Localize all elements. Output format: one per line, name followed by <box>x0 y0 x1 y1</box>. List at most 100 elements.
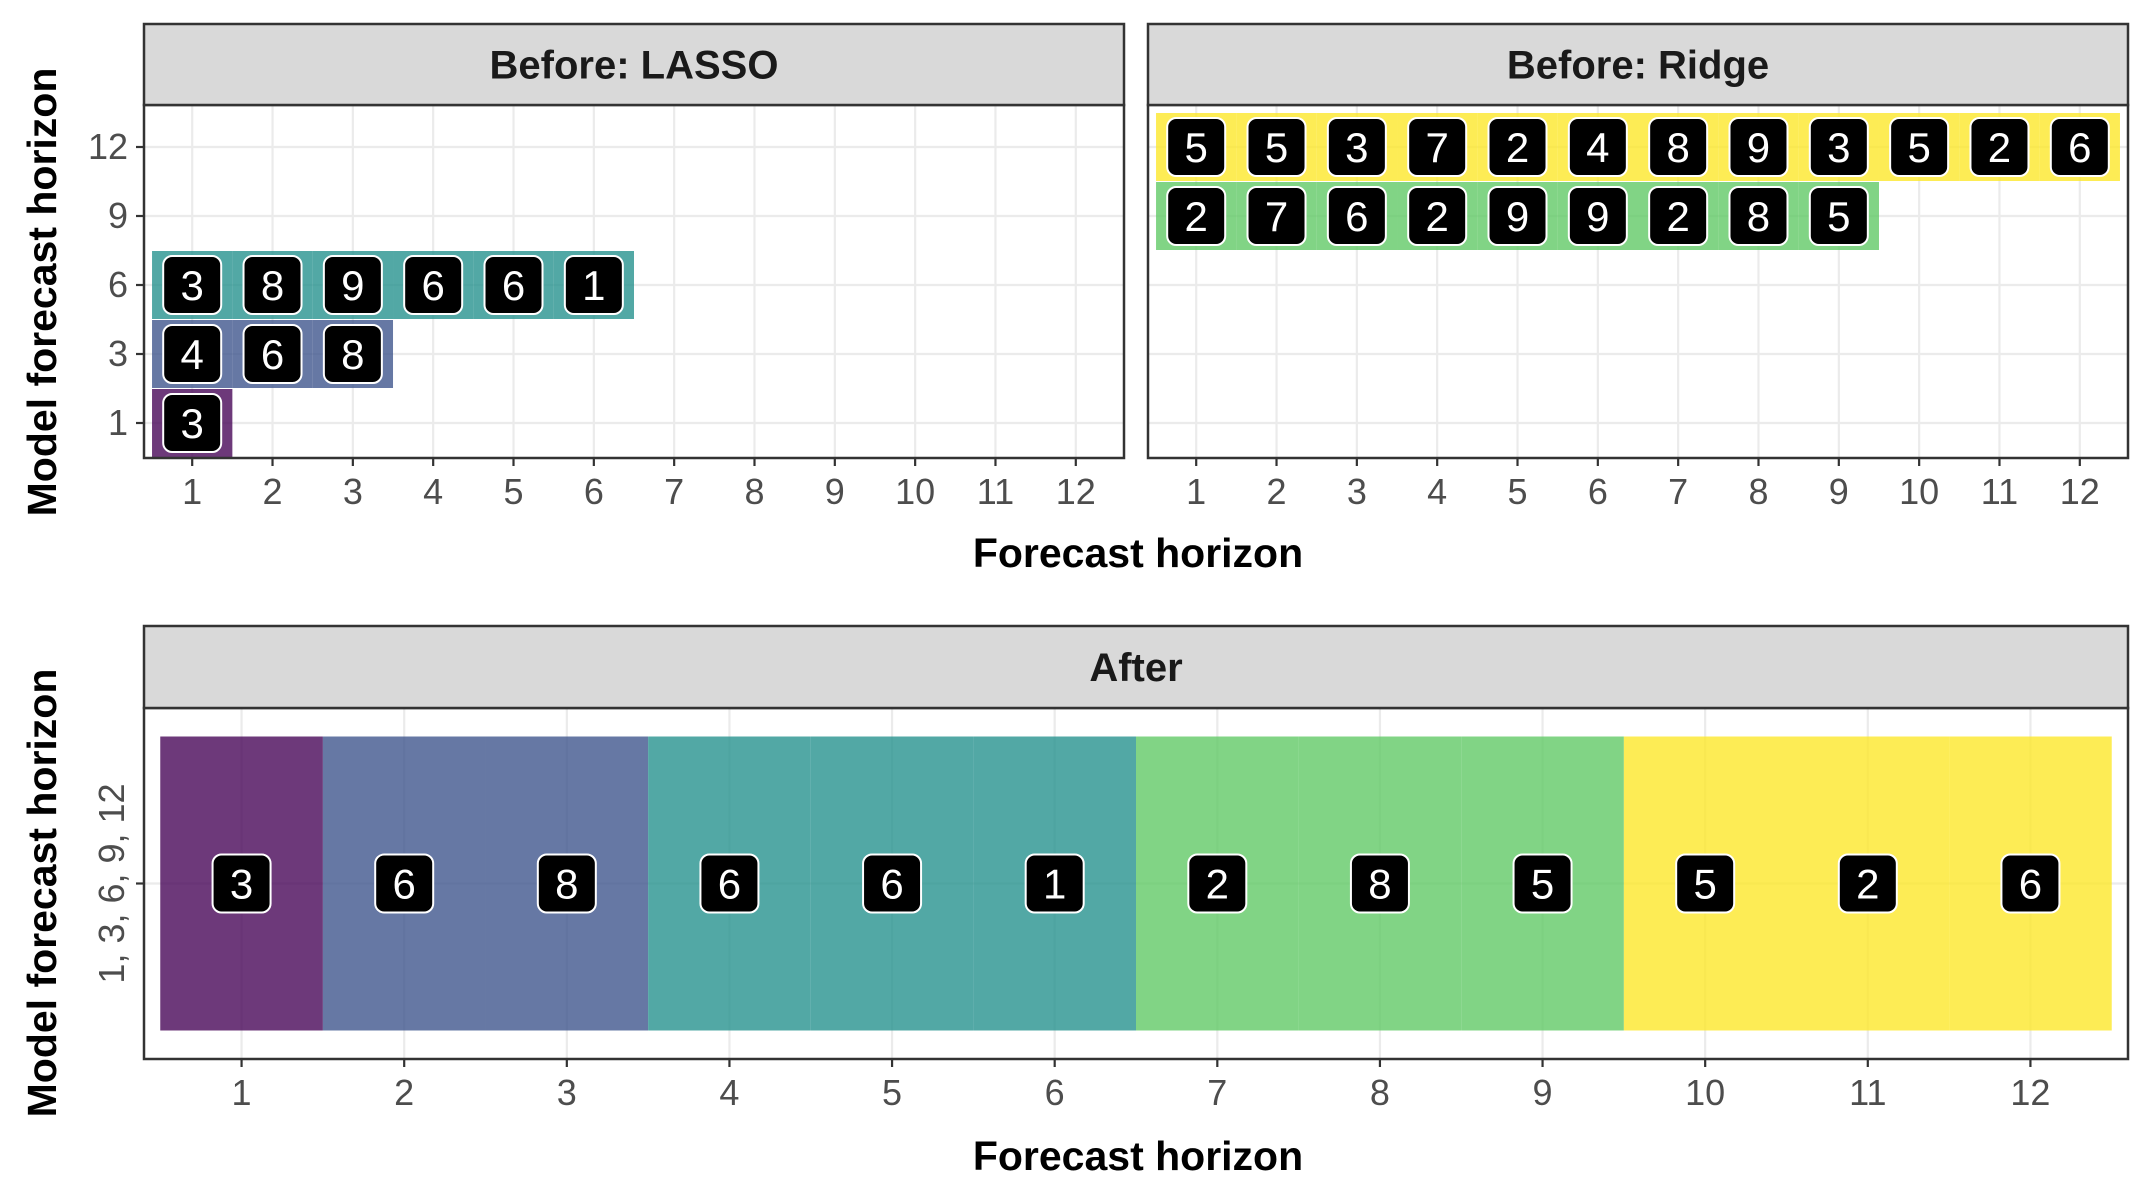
x-tick-label: 2 <box>394 1072 414 1113</box>
tile-value-label: 5 <box>1166 117 1227 177</box>
x-tick-label: 10 <box>1899 471 1939 512</box>
tile-value-label: 6 <box>403 255 464 315</box>
x-tick-label: 2 <box>263 471 283 512</box>
cell-label-text: 3 <box>1345 124 1368 171</box>
x-tick-label: 11 <box>1981 471 2018 512</box>
cell-label-text: 8 <box>261 262 284 309</box>
tile-value-label: 1 <box>1024 853 1085 914</box>
cell-label-text: 8 <box>555 861 578 908</box>
tile-value-label: 8 <box>1648 117 1709 177</box>
cell-label-box <box>1407 186 1468 246</box>
cell-label-text: 3 <box>1827 124 1850 171</box>
cell-label-text: 8 <box>1666 124 1689 171</box>
x-tick-label: 7 <box>664 471 684 512</box>
cell-label-box <box>1187 853 1248 914</box>
cell-label-text: 3 <box>181 400 204 447</box>
cell-label-box <box>403 255 464 315</box>
tile-value-label: 2 <box>1166 186 1227 246</box>
cell-label-box <box>1326 186 1387 246</box>
cell-label-box <box>862 853 923 914</box>
cell-label-box <box>1567 117 1628 177</box>
x-tick-label: 5 <box>1507 471 1527 512</box>
cell-label-box <box>1648 186 1709 246</box>
tile-value-label: 9 <box>322 255 383 315</box>
tile-value-label: 5 <box>1889 117 1950 177</box>
cell-label-text: 5 <box>1907 124 1930 171</box>
y-tick-label: 6 <box>108 264 128 305</box>
cell-label-text: 9 <box>1506 193 1529 240</box>
cell-label-box <box>1166 117 1227 177</box>
tile-value-label: 6 <box>2049 117 2110 177</box>
x-tick-label: 3 <box>557 1072 577 1113</box>
cell-label-box <box>211 853 272 914</box>
cell-label-box <box>1728 117 1789 177</box>
cell-label-box <box>1889 117 1950 177</box>
cell-label-text: 2 <box>1185 193 1208 240</box>
facet-strip <box>142 22 1126 107</box>
cell-label-text: 3 <box>230 861 253 908</box>
cell-label-box <box>1675 853 1736 914</box>
x-tick-label: 1 <box>232 1072 252 1113</box>
x-tick-label: 6 <box>1045 1072 1065 1113</box>
facet-title: After <box>1089 646 1182 690</box>
cell-label-text: 8 <box>1368 861 1391 908</box>
cell-label-text: 9 <box>1747 124 1770 171</box>
cell-label-text: 6 <box>393 861 416 908</box>
tile-value-label: 2 <box>1969 117 2030 177</box>
facet-title: Before: LASSO <box>490 44 779 88</box>
y-axis-title-bottom: Model forecast horizon <box>19 669 65 1118</box>
y-tick-label: 12 <box>88 126 128 167</box>
cell-label-box <box>322 255 383 315</box>
x-tick-label: 10 <box>1685 1072 1725 1113</box>
x-tick-label: 6 <box>584 471 604 512</box>
tile-value-label: 2 <box>1837 853 1898 914</box>
tile-value-label: 9 <box>1567 186 1628 246</box>
tile-value-label: 8 <box>322 324 383 384</box>
x-tick-label: 4 <box>719 1072 739 1113</box>
cell-label-text: 2 <box>1206 861 1229 908</box>
tile-value-label: 4 <box>162 324 223 384</box>
cell-label-text: 5 <box>1531 861 1554 908</box>
cell-label-box <box>563 255 624 315</box>
x-tick-label: 12 <box>2010 1072 2050 1113</box>
tile-value-label: 3 <box>211 853 272 914</box>
cell-label-box <box>374 853 435 914</box>
x-tick-label: 8 <box>1370 1072 1390 1113</box>
cell-label-box <box>2049 117 2110 177</box>
tile-value-label: 7 <box>1246 186 1307 246</box>
tile-value-label: 2 <box>1187 853 1248 914</box>
cell-label-box <box>1648 117 1709 177</box>
cell-label-box <box>242 324 303 384</box>
y-tick-label: 1, 3, 6, 9, 12 <box>91 783 132 983</box>
cell-label-box <box>1487 186 1548 246</box>
cell-label-text: 2 <box>1506 124 1529 171</box>
cell-label-box <box>1567 186 1628 246</box>
cell-label-box <box>242 255 303 315</box>
cell-label-text: 5 <box>1185 124 1208 171</box>
tile-value-label: 6 <box>483 255 544 315</box>
cell-label-box <box>162 255 223 315</box>
x-tick-label: 1 <box>1186 471 1206 512</box>
cell-label-text: 2 <box>1856 861 1879 908</box>
tile-value-label: 6 <box>242 324 303 384</box>
cell-label-box <box>699 853 760 914</box>
cell-label-text: 9 <box>1586 193 1609 240</box>
cell-label-box <box>322 324 383 384</box>
x-axis: 1 2 3 4 5 6 7 8 9 10 11 12 <box>1186 458 2100 512</box>
cell-label-text: 9 <box>341 262 364 309</box>
cell-label-text: 1 <box>582 262 605 309</box>
cell-label-text: 8 <box>1747 193 1770 240</box>
x-axis-title-top: Forecast horizon <box>973 530 1303 576</box>
cell-label-box <box>536 853 597 914</box>
y-axis-title-top: Model forecast horizon <box>19 68 65 517</box>
cell-label-text: 2 <box>1666 193 1689 240</box>
cell-label-text: 6 <box>1345 193 1368 240</box>
tile-value-label: 3 <box>162 255 223 315</box>
tile-value-label: 4 <box>1567 117 1628 177</box>
x-tick-label: 12 <box>2060 471 2100 512</box>
cell-label-text: 6 <box>2019 861 2042 908</box>
tiles: 2 7 6 2 9 9 2 8 5 5 5 3 7 2 4 8 9 3 5 2 6 <box>1156 113 2120 250</box>
tile-value-label: 6 <box>374 853 435 914</box>
